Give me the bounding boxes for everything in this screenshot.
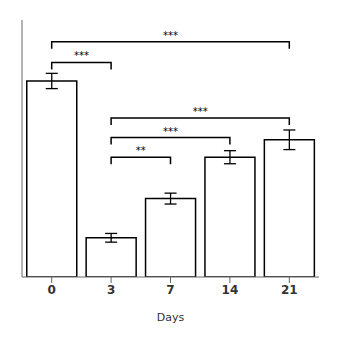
svg-text:14: 14 [222, 283, 239, 297]
svg-text:***: *** [163, 30, 178, 41]
svg-text:***: *** [163, 126, 178, 137]
svg-text:21: 21 [281, 283, 298, 297]
svg-text:**: ** [136, 145, 146, 156]
svg-text:***: *** [193, 106, 208, 117]
svg-text:Days: Days [157, 311, 185, 324]
svg-text:3: 3 [107, 283, 115, 297]
svg-text:7: 7 [166, 283, 174, 297]
svg-text:***: *** [74, 50, 89, 61]
svg-text:0: 0 [48, 283, 56, 297]
